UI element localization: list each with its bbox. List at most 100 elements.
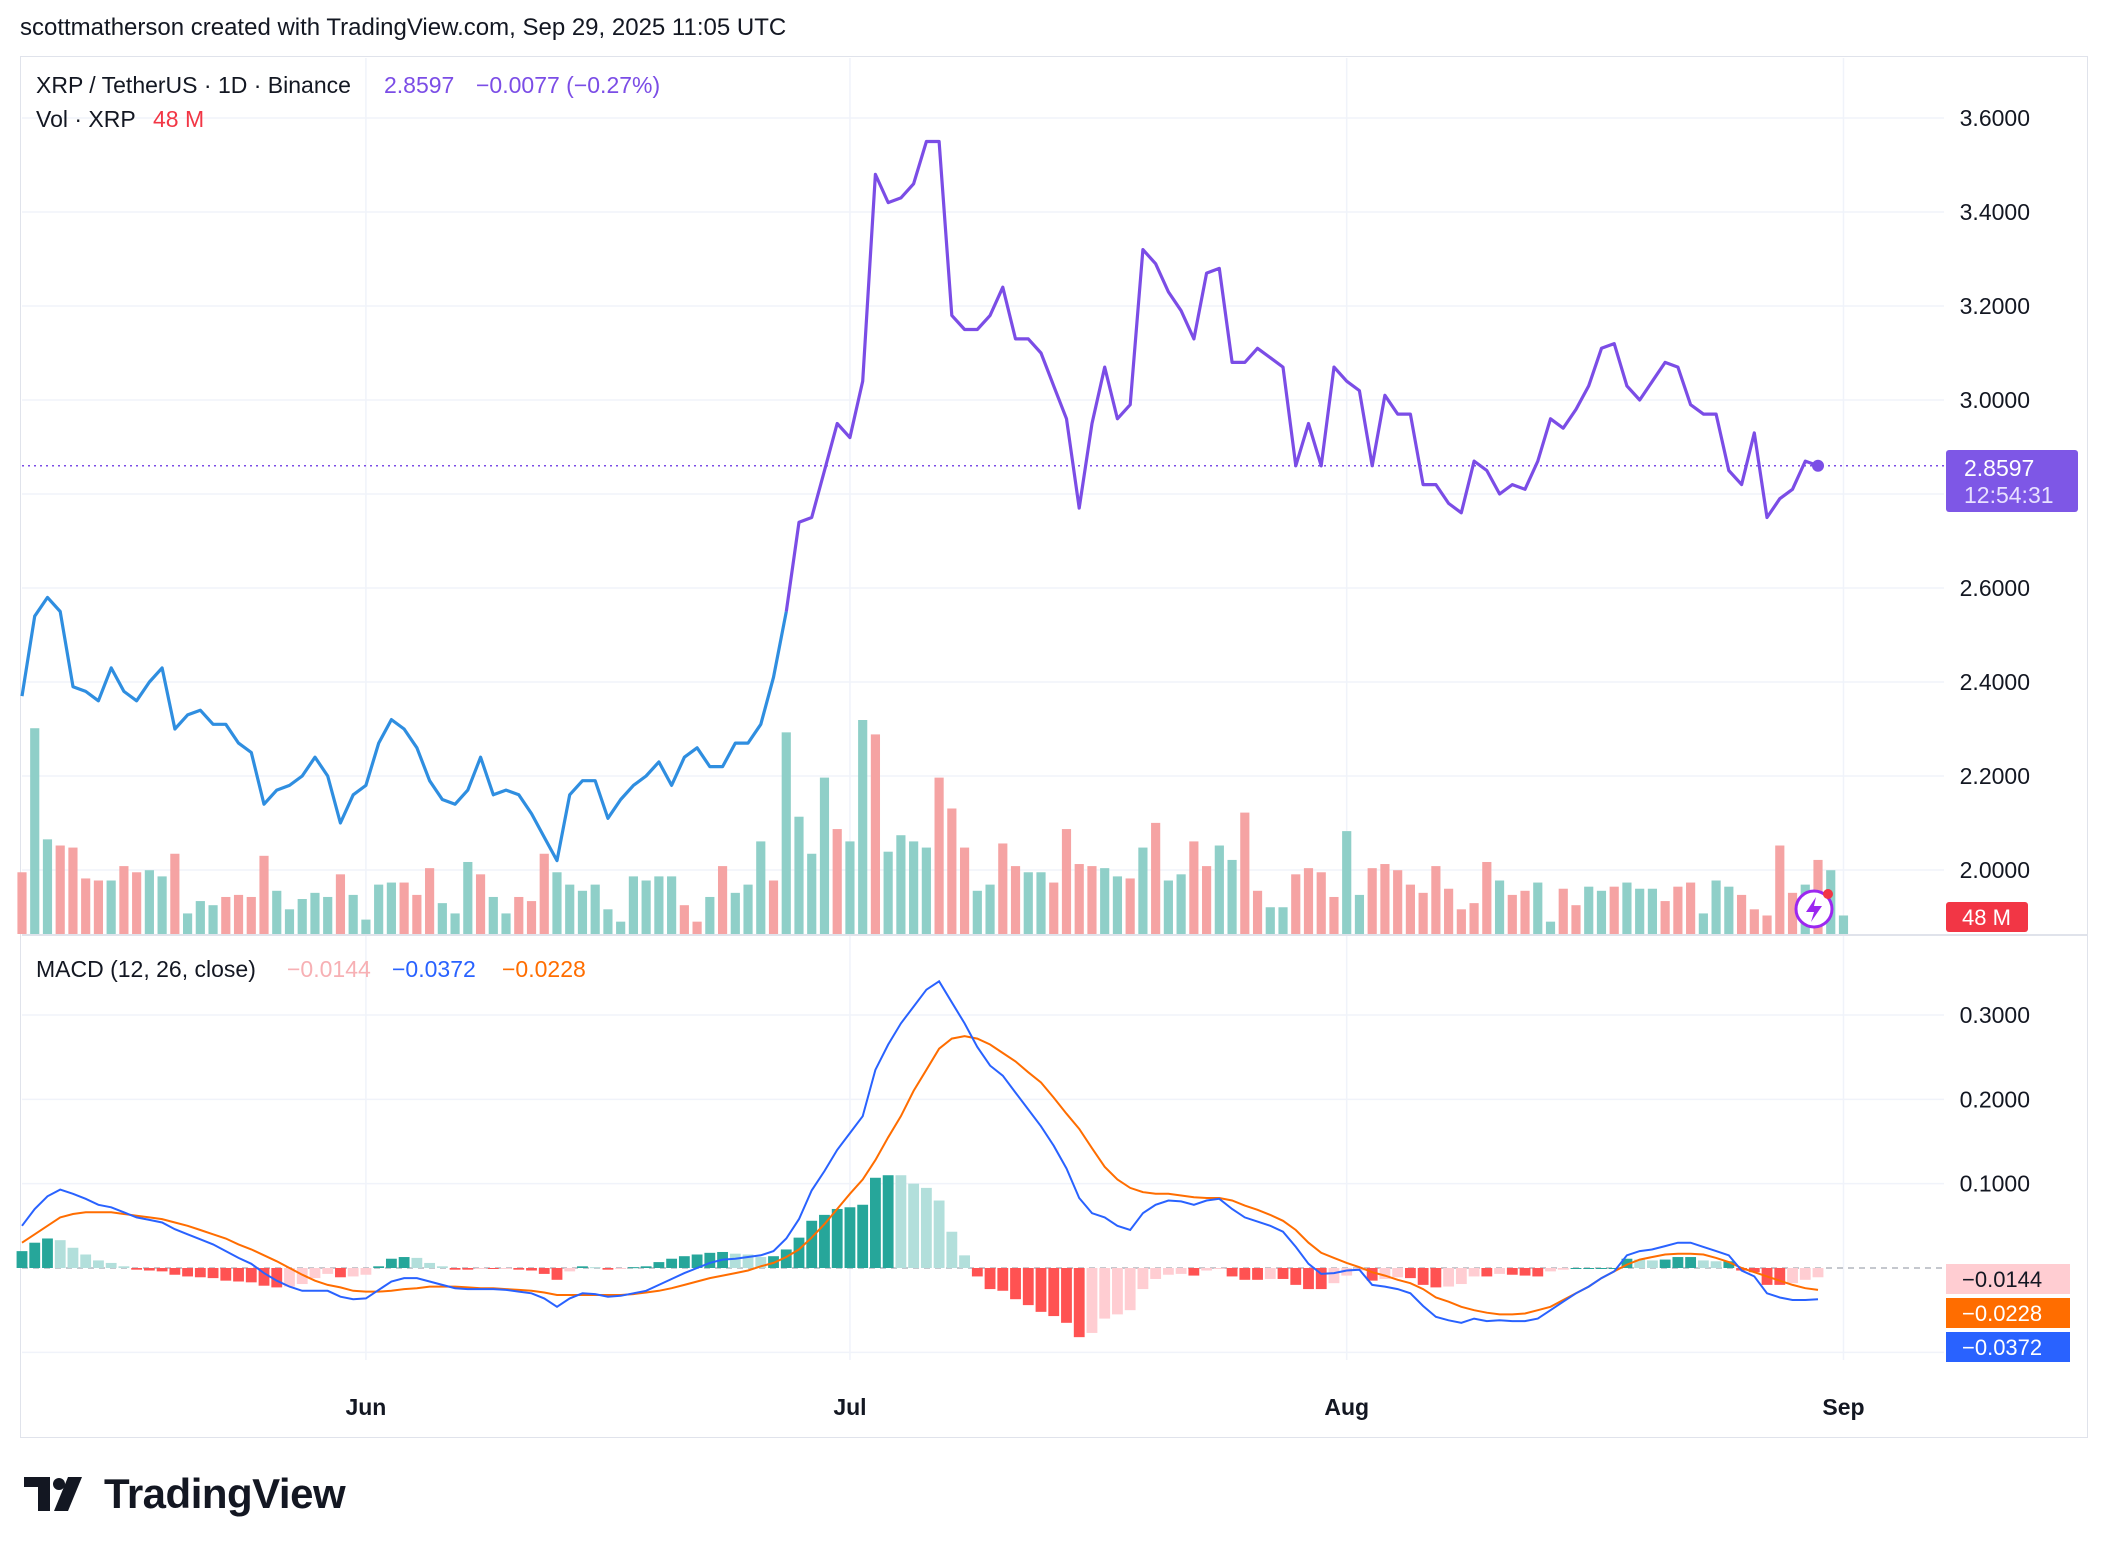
time-axis-tick: Jun xyxy=(345,1394,386,1420)
volume-bar xyxy=(323,896,333,934)
legend-vol-label[interactable]: Vol · XRP xyxy=(36,106,136,132)
macd-histogram-bar xyxy=(1621,1258,1633,1268)
tradingview-logo-icon xyxy=(24,1477,82,1511)
volume-bar xyxy=(361,919,371,934)
macd-histogram-bar xyxy=(526,1268,537,1271)
volume-bar xyxy=(399,882,409,934)
macd-histogram-bar xyxy=(105,1262,117,1268)
volume-bar xyxy=(1787,892,1798,934)
macd-line-tag-box xyxy=(1946,1332,2070,1362)
macd-histogram-bar xyxy=(67,1247,79,1268)
volume-bar xyxy=(1112,876,1123,934)
price-tag-price: 2.8597 xyxy=(1964,455,2034,481)
macd-histogram-bar xyxy=(704,1252,716,1268)
volume-bar xyxy=(1036,872,1046,934)
volume-bar xyxy=(1151,822,1161,934)
macd-histogram-bar xyxy=(284,1268,295,1287)
macd-histogram-bar xyxy=(1557,1268,1569,1270)
macd-axis-tick: 0.2000 xyxy=(1960,1086,2030,1112)
volume-bar xyxy=(335,874,346,934)
macd-histogram-bar xyxy=(895,1175,907,1268)
volume-bar xyxy=(743,884,753,934)
macd-histogram-bar xyxy=(971,1268,983,1277)
volume-bar xyxy=(1023,872,1033,934)
volume-bar xyxy=(437,903,447,934)
macd-signal-line[interactable] xyxy=(21,1035,1819,1316)
volume-bar xyxy=(475,874,486,934)
volume-bar xyxy=(679,905,689,934)
macd-histogram-bar xyxy=(1328,1268,1340,1284)
volume-bar xyxy=(730,892,740,934)
volume-bar xyxy=(183,913,193,934)
macd-histogram-bar xyxy=(1723,1261,1735,1268)
chart-plot-layer: 3.60003.40003.20003.00002.80002.60002.40… xyxy=(16,58,2088,1420)
macd-histogram-bar xyxy=(627,1267,639,1269)
macd-histogram-bar xyxy=(1583,1268,1595,1269)
macd-histogram-bar xyxy=(1188,1268,1200,1276)
macd-hist-tag-box xyxy=(1946,1264,2070,1294)
macd-histogram-bar xyxy=(271,1268,283,1288)
lightning-icon[interactable] xyxy=(1794,889,1834,929)
volume-bar xyxy=(1456,909,1466,934)
volume-bar xyxy=(1329,896,1339,934)
price-axis-tick: 3.4000 xyxy=(1960,199,2030,225)
macd-histogram-bar xyxy=(602,1268,614,1270)
volume-bar xyxy=(552,872,562,934)
macd-histogram-bar xyxy=(1264,1268,1276,1279)
macd-histogram-bar xyxy=(309,1268,321,1279)
volume-bar xyxy=(972,890,982,934)
price-axis-tick: 3.2000 xyxy=(1960,293,2030,319)
volume-bar xyxy=(1176,874,1186,934)
macd-histogram-bar xyxy=(1086,1268,1098,1333)
volume-bar xyxy=(1507,894,1517,934)
macd-histogram-bar xyxy=(1150,1268,1162,1279)
macd-histogram-bar xyxy=(1252,1268,1263,1280)
macd-histogram-bar xyxy=(1022,1268,1034,1306)
macd-histogram-bar xyxy=(1315,1268,1327,1290)
macd-histogram-bar xyxy=(93,1260,104,1268)
volume-bar xyxy=(93,880,104,934)
volume-bar xyxy=(144,870,154,934)
macd-line[interactable] xyxy=(21,979,1819,1324)
price-line-blue-segment[interactable] xyxy=(20,595,788,863)
price-tag-box xyxy=(1946,450,2078,512)
macd-histogram-bar xyxy=(997,1268,1009,1291)
chart-frame xyxy=(20,56,2088,1438)
macd-histogram-bar xyxy=(462,1268,474,1270)
macd-histogram-bar xyxy=(1061,1268,1072,1323)
volume-bar xyxy=(55,845,65,934)
macd-histogram-bar xyxy=(857,1204,869,1268)
time-axis-tick: Sep xyxy=(1822,1394,1864,1420)
macd-histogram-bar xyxy=(245,1268,257,1283)
macd-histogram-bar xyxy=(1774,1268,1786,1285)
volume-bar xyxy=(1265,907,1275,934)
volume-bar xyxy=(1393,870,1403,934)
volume-bar xyxy=(1660,901,1670,934)
legend-macd-hist-value: −0.0144 xyxy=(287,956,371,982)
volume-bar xyxy=(157,876,167,934)
macd-histogram-bar xyxy=(118,1266,130,1268)
tradingview-wordmark: TradingView xyxy=(104,1470,346,1517)
macd-histogram-bar xyxy=(1697,1260,1709,1268)
volume-bar xyxy=(246,896,256,934)
macd-histogram-bar xyxy=(589,1267,601,1269)
volume-bar xyxy=(132,872,142,934)
volume-bar xyxy=(1545,921,1556,934)
volume-bar xyxy=(1049,882,1059,934)
volume-bar xyxy=(1240,812,1250,934)
price-line-purple-segment[interactable] xyxy=(784,139,1819,612)
volume-bar xyxy=(374,884,384,934)
macd-histogram-bar xyxy=(831,1208,843,1268)
volume-bar xyxy=(310,892,320,934)
macd-histogram-bar xyxy=(1175,1268,1187,1274)
macd-histogram-bar xyxy=(1277,1268,1289,1279)
volume-bar xyxy=(1724,886,1734,934)
legend-symbol[interactable]: XRP / TetherUS · 1D · Binance xyxy=(36,72,351,98)
macd-histogram-bar xyxy=(1672,1257,1684,1268)
macd-histogram-bar xyxy=(513,1268,525,1270)
volume-bar xyxy=(947,808,957,934)
time-axis-tick: Jul xyxy=(833,1394,866,1420)
macd-signal-tag: −0.0228 xyxy=(1962,1301,2042,1326)
legend-macd-label[interactable]: MACD (12, 26, close) xyxy=(36,956,256,982)
